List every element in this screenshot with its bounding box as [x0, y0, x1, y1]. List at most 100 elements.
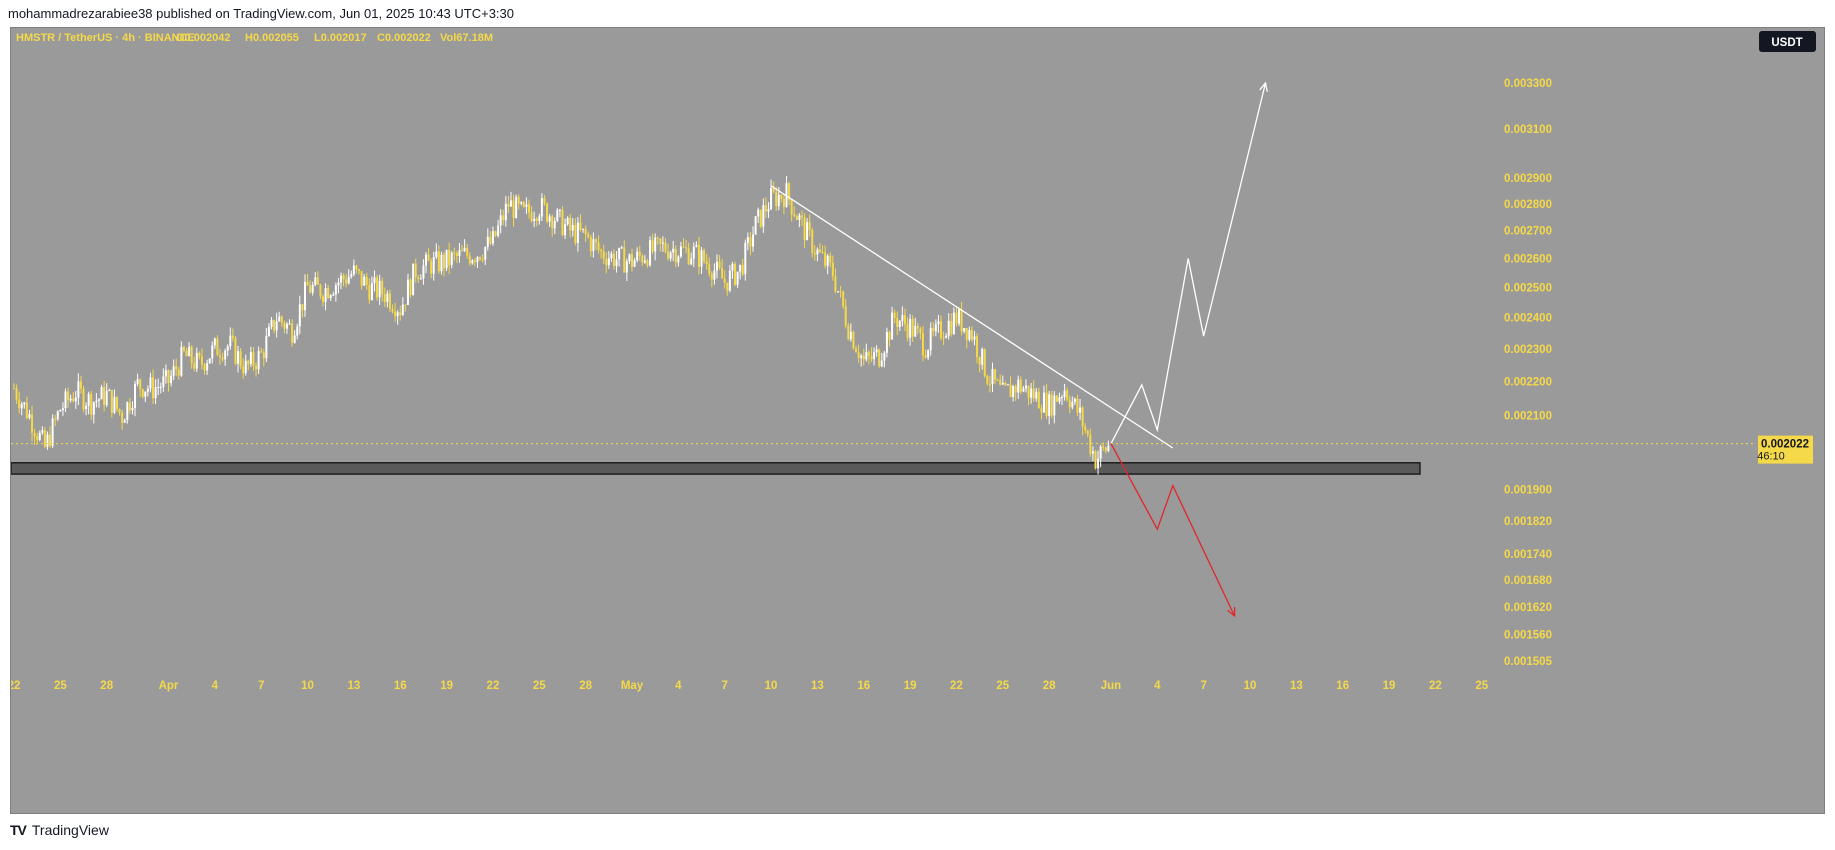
high-value: H0.002055: [245, 32, 299, 44]
candle: [618, 247, 621, 267]
candle: [674, 245, 677, 268]
candle: [334, 282, 337, 302]
x-tick-label: 19: [1383, 680, 1396, 692]
candle: [144, 391, 147, 403]
candle: [38, 430, 41, 442]
candle: [571, 217, 574, 237]
candle: [164, 364, 167, 384]
candle: [834, 268, 837, 294]
x-tick-label: 10: [301, 680, 314, 692]
candle: [546, 202, 549, 224]
candle: [515, 194, 518, 219]
candle: [988, 375, 991, 393]
candle: [880, 352, 883, 368]
bearish-projection-arrowhead: [1227, 606, 1236, 618]
chart-area[interactable]: 0.003300 0.003100 0.002900 0.002800 0.002700…: [10, 27, 1825, 814]
candle: [553, 217, 556, 235]
candle: [368, 278, 371, 304]
y-tick-label: 0.002200: [1504, 376, 1552, 388]
candle: [692, 242, 695, 268]
candle: [517, 194, 520, 210]
currency-button[interactable]: USDT: [1759, 31, 1816, 52]
candle: [775, 186, 778, 211]
candle: [708, 257, 711, 277]
publish-header: mohammadrezarabiee38 published on Tradin…: [8, 6, 514, 21]
low-value: L0.002017: [314, 32, 367, 44]
y-tick-label: 0.001620: [1504, 602, 1552, 614]
candle: [739, 264, 742, 280]
candle: [401, 297, 404, 316]
candle: [615, 251, 618, 273]
candle: [355, 264, 358, 274]
bearish-projection[interactable]: [1110, 443, 1236, 617]
candle: [576, 216, 579, 252]
candle: [152, 369, 155, 404]
candle: [1030, 382, 1033, 404]
candle: [849, 323, 852, 342]
candle: [301, 304, 304, 318]
candle: [1063, 383, 1066, 401]
candle: [36, 432, 39, 445]
candle: [860, 353, 863, 367]
candle: [754, 216, 757, 235]
candle: [793, 206, 796, 218]
candle: [1004, 381, 1007, 387]
candle: [149, 372, 152, 393]
descending-trendline[interactable]: [770, 185, 1174, 449]
candle: [244, 354, 247, 376]
candle: [607, 250, 610, 269]
y-tick-label: 0.002600: [1504, 254, 1552, 266]
candle: [770, 179, 773, 211]
candle: [1071, 396, 1074, 410]
candle: [113, 389, 116, 415]
candle: [298, 295, 301, 335]
y-tick-label: 0.002500: [1504, 282, 1552, 294]
candle: [1043, 385, 1045, 414]
candle: [1091, 446, 1094, 461]
candle: [381, 277, 384, 302]
candle: [610, 251, 613, 263]
candle: [852, 330, 855, 350]
candle: [612, 249, 615, 270]
candle: [247, 359, 250, 371]
candle: [13, 383, 15, 390]
candle: [540, 193, 543, 222]
candle: [208, 358, 211, 364]
candle: [172, 359, 175, 381]
candle: [458, 242, 461, 263]
candle: [916, 322, 919, 335]
candle: [873, 347, 876, 366]
candle: [600, 248, 603, 259]
candle: [257, 346, 260, 374]
candle: [968, 326, 971, 342]
candle: [752, 226, 755, 252]
candle: [85, 402, 88, 416]
price-chart[interactable]: 0.003300 0.003100 0.002900 0.002800 0.002700…: [11, 28, 1824, 813]
support-zone[interactable]: [11, 462, 1421, 475]
candle: [1102, 442, 1105, 451]
candle: [1055, 395, 1058, 403]
candle: [200, 348, 203, 370]
candle: [412, 263, 415, 296]
bullish-projection[interactable]: [1110, 82, 1267, 444]
candle: [440, 251, 443, 275]
candle: [1079, 398, 1082, 420]
candle: [855, 345, 858, 353]
candle: [1032, 380, 1035, 402]
candle: [396, 310, 399, 325]
candle: [455, 250, 458, 264]
candle: [700, 246, 703, 274]
candle: [561, 205, 564, 237]
candle: [1073, 397, 1076, 406]
candle: [870, 347, 873, 363]
symbol-label[interactable]: HMSTR / TetherUS · 4h · BINANCE: [16, 32, 195, 44]
candle: [960, 301, 963, 336]
candle: [667, 243, 670, 261]
candle: [520, 201, 523, 206]
candle: [118, 408, 121, 416]
candle: [757, 207, 760, 224]
candle: [25, 396, 28, 420]
candle: [679, 241, 682, 259]
candle: [945, 333, 948, 339]
candle: [672, 240, 675, 262]
